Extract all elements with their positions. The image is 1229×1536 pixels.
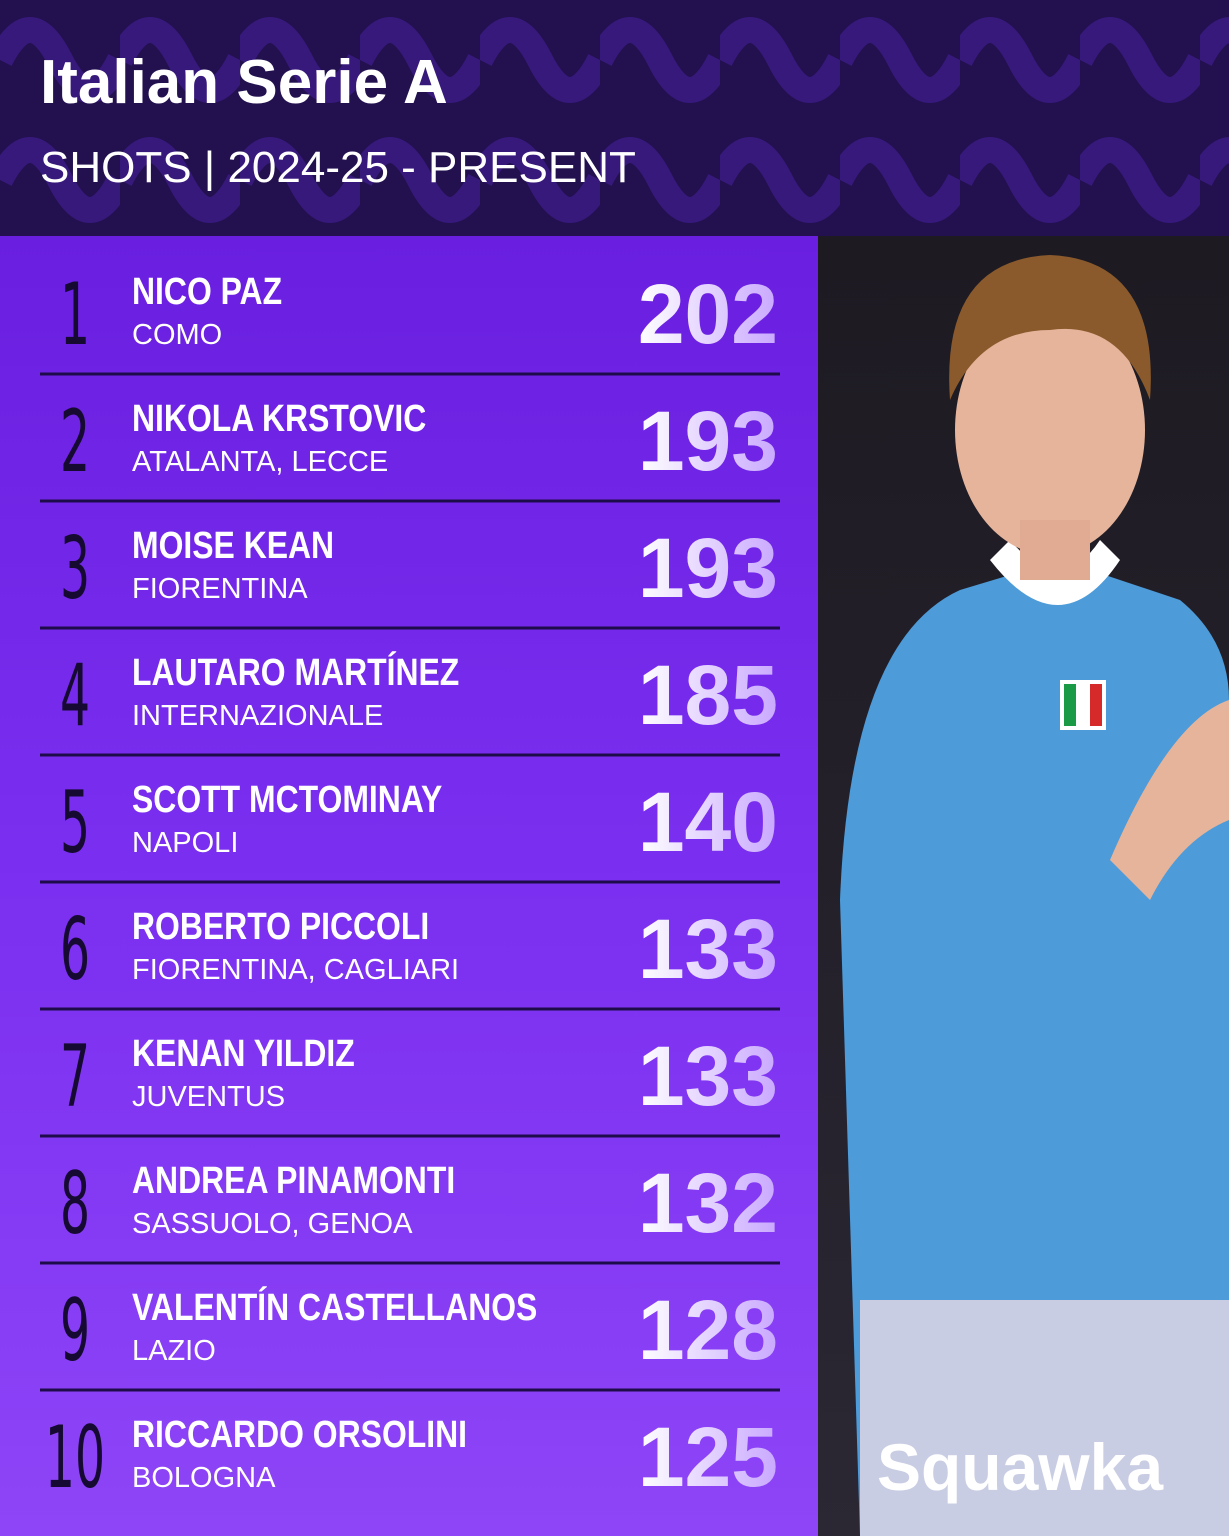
list-panel — [0, 236, 818, 1536]
ranking-list: 1 NICO PAZ COMO 202 2 NIKOLA KRSTOVIC ATALANTA… — [40, 266, 780, 1508]
shots-value: 133 — [638, 902, 778, 996]
rank: 10 — [45, 1409, 105, 1508]
player-name: NICO PAZ — [132, 270, 282, 312]
shots-value: 128 — [638, 1283, 778, 1377]
player-name: SCOTT MCTOMINAY — [132, 778, 442, 820]
shots-value: 140 — [638, 775, 778, 869]
header-pattern — [0, 0, 1229, 236]
ranking-row: 2 NIKOLA KRSTOVIC ATALANTA, LECCE 193 — [40, 393, 780, 503]
rank: 1 — [60, 266, 90, 365]
player-name: NIKOLA KRSTOVIC — [132, 397, 426, 439]
player-name: KENAN YILDIZ — [132, 1032, 355, 1074]
subtitle: SHOTS | 2024-25 - PRESENT — [40, 143, 636, 192]
team-name: JUVENTUS — [132, 1081, 285, 1113]
player-photo — [818, 236, 1229, 1536]
team-name: BOLOGNA — [132, 1462, 276, 1494]
ranking-row: 9 VALENTÍN CASTELLANOS LAZIO 128 — [40, 1282, 780, 1392]
shots-value: 125 — [638, 1410, 778, 1504]
ranking-row: 7 KENAN YILDIZ JUVENTUS 133 — [40, 1028, 780, 1138]
team-name: FIORENTINA, CAGLIARI — [132, 954, 459, 986]
rank: 8 — [60, 1155, 90, 1254]
ranking-row: 5 SCOTT MCTOMINAY NAPOLI 140 — [40, 774, 780, 884]
player-name: RICCARDO ORSOLINI — [132, 1413, 467, 1455]
ranking-row: 4 LAUTARO MARTÍNEZ INTERNAZIONALE 185 — [40, 647, 780, 757]
rank: 6 — [60, 901, 90, 1000]
title: Italian Serie A — [40, 48, 448, 117]
team-name: INTERNAZIONALE — [132, 700, 383, 732]
shots-value: 193 — [638, 394, 778, 488]
ranking-row: 1 NICO PAZ COMO 202 — [40, 266, 780, 376]
rank: 3 — [60, 520, 90, 619]
shots-value: 132 — [638, 1156, 778, 1250]
player-name: MOISE KEAN — [132, 524, 334, 566]
team-name: FIORENTINA — [132, 573, 308, 605]
team-name: LAZIO — [132, 1335, 216, 1367]
player-name: ROBERTO PICCOLI — [132, 905, 429, 947]
player-name: LAUTARO MARTÍNEZ — [132, 650, 459, 693]
shots-value: 202 — [638, 267, 778, 361]
ranking-row: 8 ANDREA PINAMONTI SASSUOLO, GENOA 132 — [40, 1155, 780, 1265]
team-name: NAPOLI — [132, 827, 238, 859]
team-name: ATALANTA, LECCE — [132, 446, 388, 478]
team-name: COMO — [132, 319, 222, 351]
rank: 2 — [60, 393, 90, 492]
rank: 5 — [60, 774, 90, 873]
rank: 7 — [60, 1028, 90, 1127]
rank: 4 — [60, 647, 90, 746]
player-name: VALENTÍN CASTELLANOS — [132, 1285, 537, 1328]
player-name: ANDREA PINAMONTI — [132, 1159, 455, 1201]
shots-value: 193 — [638, 521, 778, 615]
brand-logo: Squawka — [877, 1430, 1164, 1504]
rank: 9 — [60, 1282, 90, 1381]
team-name: SASSUOLO, GENOA — [132, 1208, 413, 1240]
ranking-row: 3 MOISE KEAN FIORENTINA 193 — [40, 520, 780, 630]
shots-value: 185 — [638, 648, 778, 742]
ranking-row: 6 ROBERTO PICCOLI FIORENTINA, CAGLIARI 133 — [40, 901, 780, 1011]
ranking-row: 10 RICCARDO ORSOLINI BOLOGNA 125 — [45, 1409, 778, 1508]
shots-value: 133 — [638, 1029, 778, 1123]
